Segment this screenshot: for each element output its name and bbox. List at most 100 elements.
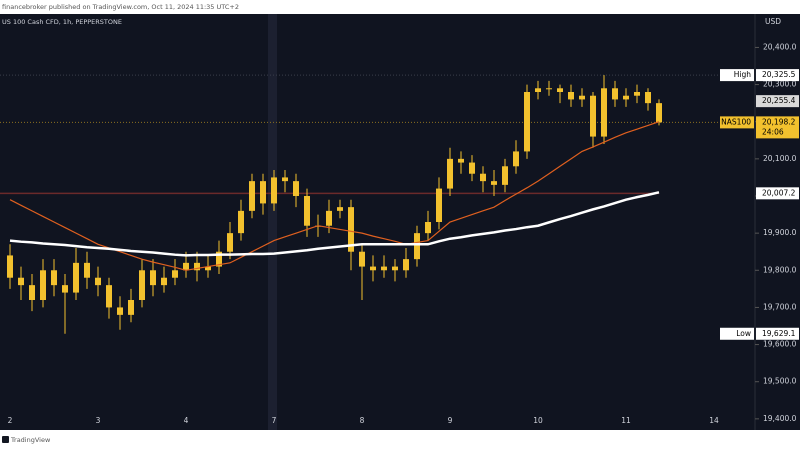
- price-tag-label: 20,198.2: [762, 117, 796, 126]
- tag-name: Low: [736, 329, 751, 338]
- candle-body: [579, 95, 585, 100]
- candle-body: [645, 92, 651, 104]
- candle-body: [249, 181, 255, 211]
- y-tick-label: 19,400.0: [763, 414, 797, 423]
- session-break: [268, 14, 277, 430]
- candle-body: [18, 277, 24, 286]
- price-tag-label: 20,007.2: [762, 188, 796, 197]
- candle-body: [535, 88, 541, 92]
- chart-area: [0, 14, 800, 430]
- candle-body: [128, 300, 134, 315]
- y-tick-label: 20,100.0: [763, 154, 797, 163]
- candle-body: [282, 177, 288, 182]
- candle-body: [491, 181, 497, 185]
- price-tag-label: 19,629.1: [762, 329, 796, 338]
- y-tick-label: 19,500.0: [763, 377, 797, 386]
- candle-body: [458, 158, 464, 163]
- candle-body: [425, 222, 431, 234]
- candle-body: [359, 251, 365, 267]
- candle-body: [370, 266, 376, 271]
- candle-body: [601, 88, 607, 137]
- candle-body: [381, 266, 387, 271]
- x-tick-label: 2: [8, 416, 13, 425]
- tag-name: NAS100: [721, 117, 751, 126]
- header-bar: [0, 0, 800, 14]
- y-tick-label: 19,600.0: [763, 340, 797, 349]
- candle-body: [205, 266, 211, 271]
- candle-body: [414, 233, 420, 260]
- y-tick-label: 19,700.0: [763, 302, 797, 311]
- candle-body: [612, 88, 618, 100]
- logo-icon: [2, 436, 9, 443]
- candle-body: [513, 151, 519, 167]
- candle-body: [238, 210, 244, 234]
- candle-body: [326, 210, 332, 226]
- candle-body: [271, 177, 277, 204]
- tag-name-bg: [720, 116, 754, 129]
- candle-body: [447, 158, 453, 189]
- tag-name-bg: [720, 327, 754, 340]
- candle-body: [502, 166, 508, 185]
- candle-body: [139, 270, 145, 300]
- candle-body: [403, 259, 409, 271]
- moving-average: [9, 191, 660, 257]
- x-tick-label: 9: [448, 416, 453, 425]
- moving-average: [9, 121, 660, 271]
- countdown: 24:06: [762, 127, 784, 136]
- price-tag-label: 20,255.4: [762, 96, 796, 105]
- symbol-title: US 100 Cash CFD, 1h, PEPPERSTONE: [2, 18, 122, 26]
- price-tag: [756, 116, 799, 139]
- x-tick-label: 7: [272, 416, 277, 425]
- candle-body: [480, 173, 486, 182]
- y-tick-label: 19,800.0: [763, 265, 797, 274]
- y-tick-label: 20,400.0: [763, 42, 797, 51]
- candle-body: [304, 196, 310, 226]
- candle-body: [62, 285, 68, 293]
- price-tag: [756, 69, 799, 82]
- candle-body: [557, 88, 563, 92]
- header-text: financebroker published on TradingView.c…: [2, 3, 239, 11]
- candle-body: [590, 95, 596, 137]
- candle-body: [183, 262, 189, 271]
- candle-body: [524, 92, 530, 152]
- candle-body: [623, 95, 629, 100]
- x-tick-label: 8: [360, 416, 365, 425]
- tag-name: High: [734, 70, 751, 79]
- price-tag: [756, 327, 799, 340]
- candle-body: [172, 270, 178, 278]
- candle-body: [656, 103, 662, 123]
- candle-body: [436, 188, 442, 222]
- candle-body: [150, 270, 156, 286]
- price-tag: [756, 187, 799, 200]
- currency: USD: [765, 17, 781, 26]
- candle-body: [216, 251, 222, 267]
- candle-body: [337, 207, 343, 211]
- x-tick-label: 3: [96, 416, 101, 425]
- candle-body: [106, 285, 112, 308]
- candle-body: [260, 181, 266, 204]
- candle-body: [95, 277, 101, 286]
- candle-body: [40, 270, 46, 300]
- y-tick-label: 19,900.0: [763, 228, 797, 237]
- x-tick-label: 11: [621, 416, 631, 425]
- candle-body: [51, 270, 57, 286]
- candle-body: [348, 207, 354, 252]
- candle-body: [293, 181, 299, 196]
- candle-body: [161, 277, 167, 286]
- x-tick-label: 10: [533, 416, 543, 425]
- candle-body: [469, 162, 475, 174]
- candle-body: [73, 262, 79, 293]
- candle-body: [84, 262, 90, 278]
- x-tick-label: 14: [709, 416, 719, 425]
- price-tag: [756, 95, 799, 108]
- footer-text: TradingView: [10, 436, 51, 444]
- candle-body: [634, 92, 640, 96]
- candle-body: [568, 92, 574, 100]
- footer-bar: [0, 430, 800, 450]
- price-tag-label: 20,325.5: [762, 70, 796, 79]
- candle-body: [7, 255, 13, 278]
- candle-body: [546, 88, 552, 90]
- candle-body: [194, 262, 200, 271]
- candle-body: [392, 266, 398, 271]
